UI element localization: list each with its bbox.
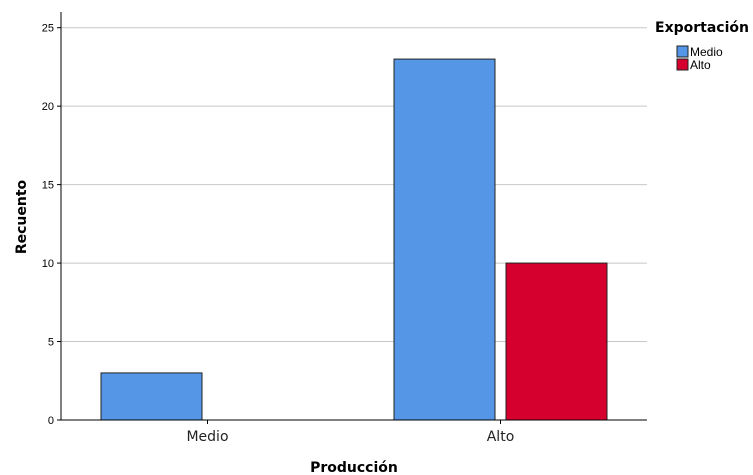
bar-alto-alto	[505, 262, 608, 421]
y-tick-label: 20	[42, 101, 54, 113]
legend-swatch-alto	[676, 58, 689, 71]
y-tick-label: 15	[42, 180, 54, 192]
x-tick-label: Medio	[186, 429, 228, 445]
y-tick-label: 25	[42, 23, 54, 35]
y-tick-label: 10	[42, 258, 54, 270]
legend-label-medio: Medio	[690, 45, 723, 59]
x-axis-title: Producción	[310, 460, 398, 475]
x-axis-ticks: Medio Alto	[186, 420, 514, 445]
y-axis-ticks: 0 5 10 15 20 25	[42, 23, 61, 427]
y-axis-title: Recuento	[14, 179, 30, 254]
axes	[60, 12, 647, 421]
legend-label-alto: Alto	[690, 58, 711, 72]
y-tick-label: 5	[48, 337, 54, 349]
legend-title: Exportación	[655, 20, 749, 36]
bars	[100, 58, 608, 421]
bar-medio-medio	[100, 372, 203, 421]
legend-swatch-medio	[676, 45, 689, 58]
y-tick-label: 0	[48, 415, 54, 427]
x-tick-label: Alto	[487, 429, 515, 445]
bar-alto-medio	[393, 58, 496, 421]
